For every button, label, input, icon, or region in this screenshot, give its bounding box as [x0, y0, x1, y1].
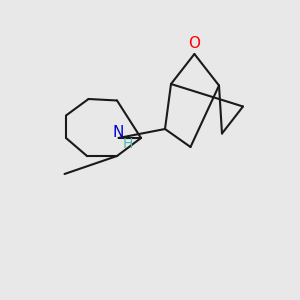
- Text: N: N: [113, 125, 124, 140]
- Text: H: H: [122, 137, 133, 151]
- Text: O: O: [188, 36, 200, 51]
